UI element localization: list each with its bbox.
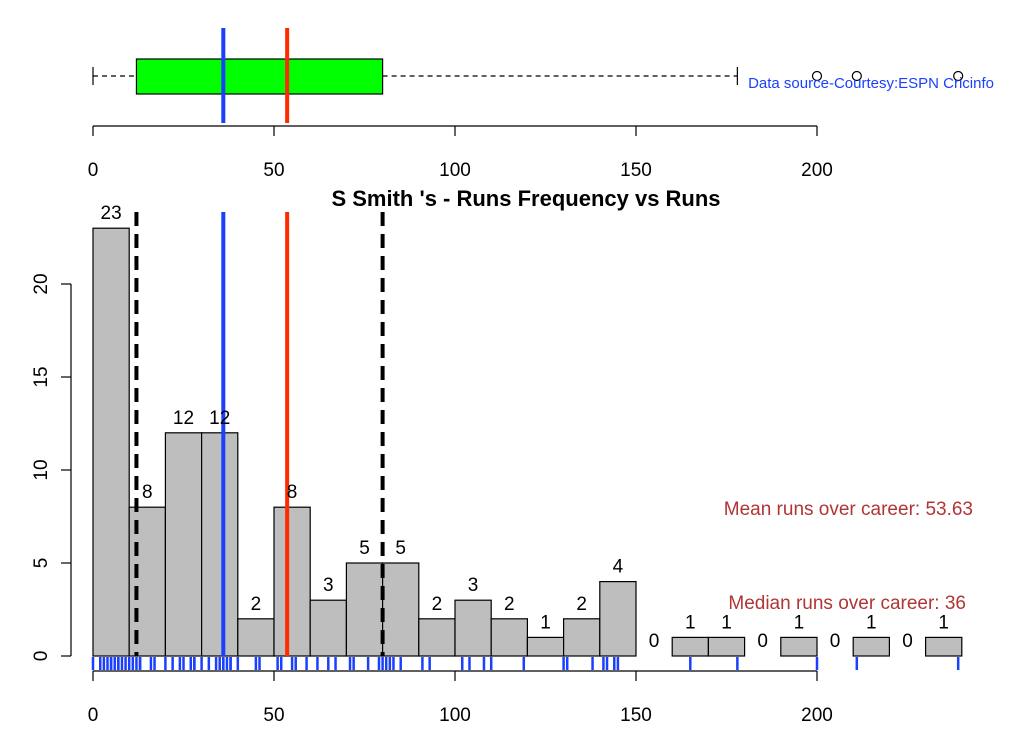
bar-count-label: 1 — [721, 612, 732, 633]
x-tick-label: 150 — [620, 705, 652, 726]
bar-count-label: 2 — [432, 594, 443, 615]
boxplot-x-tick-label: 150 — [620, 160, 652, 181]
histogram-bar — [490, 618, 529, 657]
bar-count-label: 5 — [359, 538, 370, 559]
bar-count-label: 1 — [794, 612, 805, 633]
bar-count-label: 3 — [323, 575, 334, 596]
data-source-label: Data source-Courtesy:ESPN Cricinfo — [748, 75, 994, 92]
bar-count-label: 8 — [287, 482, 298, 503]
bar-count-label: 12 — [209, 408, 230, 429]
histogram-bar — [852, 636, 891, 657]
median-annotation: Median runs over career: 36 — [728, 593, 966, 614]
y-tick-label: 15 — [31, 366, 52, 387]
histogram-bar — [562, 618, 601, 657]
bar-count-label: 1 — [540, 612, 551, 633]
x-tick-label: 100 — [439, 705, 471, 726]
histogram-bar — [671, 636, 710, 657]
mean-annotation: Mean runs over career: 53.63 — [724, 499, 973, 520]
histogram-bar — [92, 227, 130, 657]
histogram-bar — [237, 618, 275, 657]
histogram-bar — [599, 580, 637, 657]
histogram-bar — [454, 599, 492, 657]
histogram-bar — [164, 432, 203, 657]
boxplot-x-tick-label: 0 — [88, 160, 99, 181]
box-iqr — [135, 58, 384, 95]
bar-count-label: 3 — [468, 575, 479, 596]
y-tick-label: 10 — [31, 459, 52, 480]
bar-count-label: 12 — [173, 408, 194, 429]
histogram-bar — [707, 636, 746, 657]
histogram-bar — [382, 562, 420, 657]
outlier-point — [953, 70, 964, 82]
bar-count-label: 5 — [395, 538, 406, 559]
bar-count-label: 0 — [649, 631, 660, 652]
boxplot-panel: 0 50 100 150 200 — [88, 28, 964, 181]
histogram-bar — [273, 506, 311, 657]
bar-count-label: 2 — [504, 594, 515, 615]
boxplot-x-tick-label: 200 — [801, 160, 833, 181]
x-tick-label: 200 — [801, 705, 833, 726]
histogram-bar — [418, 618, 456, 657]
histogram-bar — [345, 562, 384, 657]
bar-count-label: 0 — [830, 631, 841, 652]
chart-title: S Smith 's - Runs Frequency vs Runs — [331, 186, 720, 211]
bar-count-label: 4 — [613, 557, 624, 578]
histogram-bar — [780, 636, 818, 657]
bar-count-label: 1 — [938, 612, 949, 633]
y-tick-label: 0 — [31, 651, 52, 662]
y-tick-label: 20 — [31, 273, 52, 294]
bar-count-label: 1 — [866, 612, 877, 633]
bar-count-label: 2 — [251, 594, 262, 615]
boxplot-x-tick-label: 100 — [439, 160, 471, 181]
outlier-point — [811, 70, 823, 82]
histogram-bar — [924, 636, 963, 657]
bar-count-label: 0 — [757, 631, 768, 652]
outlier-point — [851, 70, 862, 82]
histogram-bar — [526, 636, 565, 657]
histogram-bar — [309, 599, 348, 657]
bar-count-label: 23 — [101, 203, 122, 224]
bar-count-label: 8 — [142, 482, 153, 503]
y-tick-label: 5 — [31, 558, 52, 569]
bar-count-label: 2 — [576, 594, 587, 615]
x-tick-label: 0 — [88, 705, 99, 726]
x-tick-label: 50 — [263, 705, 284, 726]
bar-count-label: 1 — [685, 612, 696, 633]
histogram-bar — [201, 432, 239, 657]
bar-count-label: 0 — [902, 631, 913, 652]
boxplot-x-tick-label: 50 — [263, 160, 284, 181]
